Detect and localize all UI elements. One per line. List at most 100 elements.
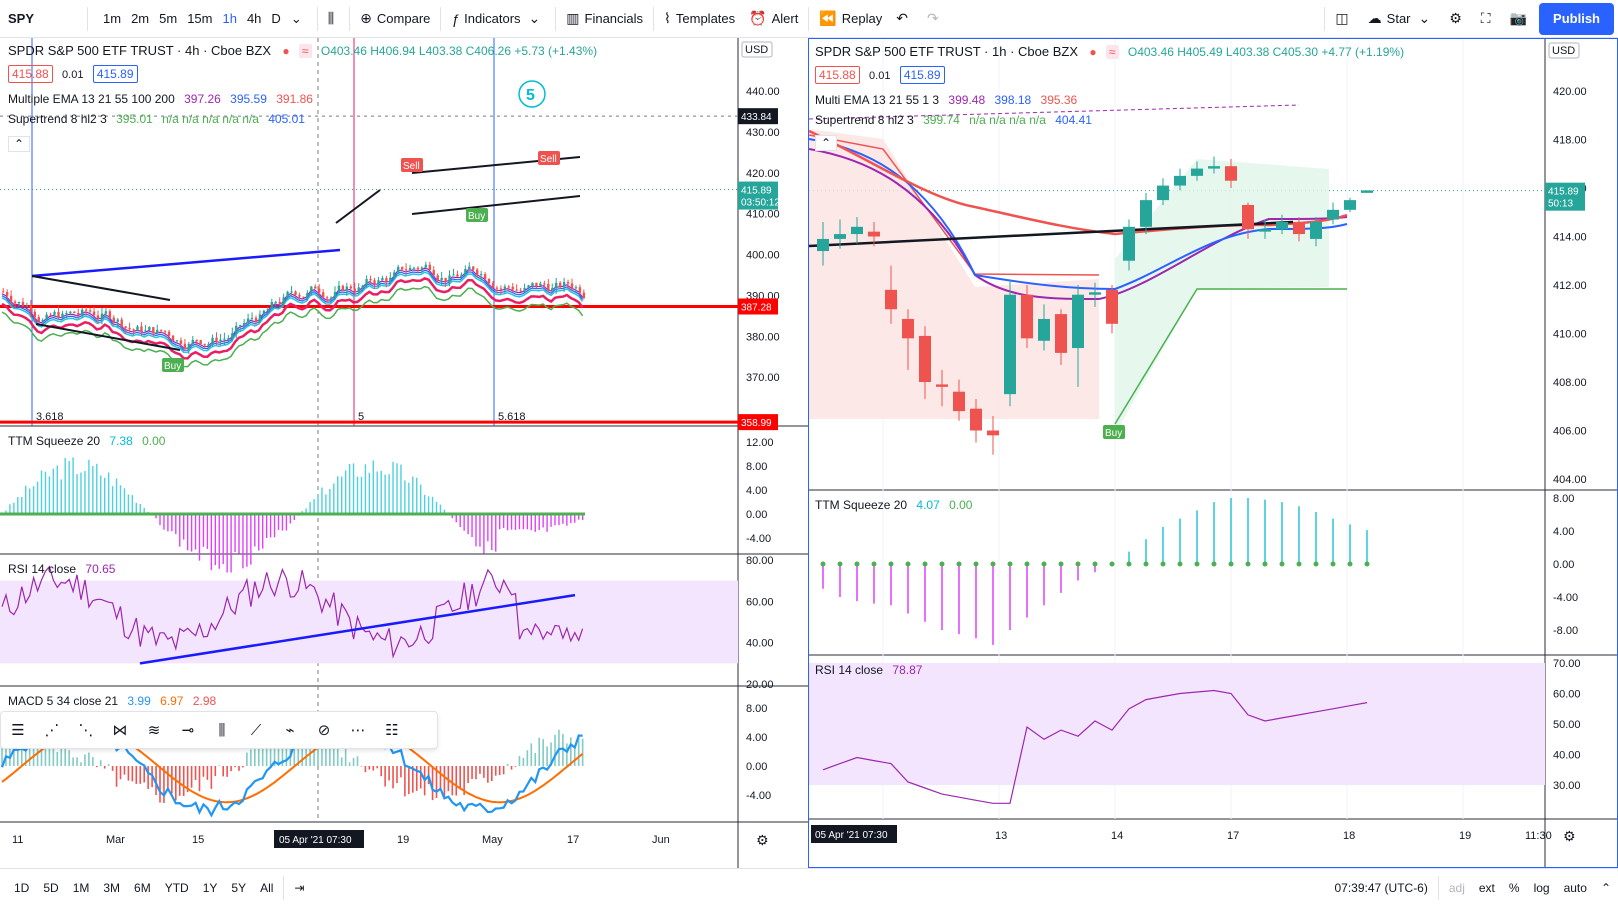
candle-body — [2, 291, 5, 293]
candle-body — [1157, 185, 1169, 201]
clock-readout[interactable]: 07:39:47 (UTC-6) — [1334, 881, 1428, 895]
candle-body — [294, 291, 297, 296]
range-5d[interactable]: 5D — [43, 881, 59, 895]
templates-button[interactable]: ⌇ Templates — [657, 0, 742, 38]
publish-button[interactable]: Publish — [1539, 2, 1614, 35]
abc-pattern-icon[interactable]: ⋱ — [78, 722, 94, 739]
candle-body — [412, 267, 416, 269]
level-price-badge-text: 387.28 — [741, 302, 772, 313]
symbol-search[interactable]: SPY — [0, 0, 84, 38]
auto-toggle[interactable]: auto — [1563, 881, 1587, 895]
fib-label: 3.618 — [36, 411, 64, 423]
percent-toggle[interactable]: % — [1508, 881, 1520, 895]
path-icon[interactable]: ⌁ — [285, 722, 295, 739]
elliott-wave-icon[interactable]: ⋰ — [44, 722, 60, 739]
range-3m[interactable]: 3M — [103, 881, 121, 895]
candle-body — [104, 311, 108, 314]
candle-body — [487, 278, 491, 284]
divider — [1437, 876, 1439, 900]
star-button[interactable]: ☁ Star ⌄ — [1361, 0, 1443, 38]
range-5y[interactable]: 5Y — [231, 881, 247, 895]
settings-lines-icon[interactable]: ☷ — [385, 722, 399, 739]
indicators-button[interactable]: ƒ Indicators ⌄ — [444, 0, 552, 38]
range-1y[interactable]: 1Y — [202, 881, 218, 895]
drag-handle-icon[interactable]: ☰ — [11, 722, 25, 739]
interval-4h[interactable]: 4h — [246, 11, 262, 26]
candle-body — [1276, 221, 1288, 230]
left-ttm-v1: 7.38 — [109, 434, 133, 448]
replay-button[interactable]: ⏪ Replay — [812, 0, 889, 38]
macd-tick-label: -4.00 — [746, 790, 771, 802]
brush-icon[interactable]: ⊘ — [317, 722, 331, 739]
fib-retracement-icon[interactable]: ⋯ — [350, 722, 366, 739]
trend-line-icon[interactable]: ⟋ — [250, 721, 262, 739]
xabcd-pattern-icon[interactable]: ⋈ — [112, 722, 128, 739]
last-price-badge — [1545, 182, 1585, 211]
parallel-channel-icon[interactable]: ≋ — [147, 722, 161, 739]
range-6m[interactable]: 6M — [134, 881, 151, 895]
adj-toggle[interactable]: adj — [1448, 881, 1465, 895]
redo-button[interactable]: ↷ — [920, 0, 951, 38]
left-chart-pane[interactable]: 440.00 430.00 420.00 410.00 400.00 390.00 380.… — [0, 38, 808, 868]
interval-1m[interactable]: 1m — [103, 11, 122, 26]
left-collapse-legend[interactable]: ⌃ — [8, 136, 30, 152]
expand-icon[interactable]: ⌃ — [1600, 881, 1611, 895]
candle-body — [1004, 294, 1016, 395]
candle-body — [491, 283, 495, 288]
projection-line — [809, 104, 1300, 120]
right-ask-box[interactable]: 415.89 — [899, 66, 945, 84]
candle-body — [136, 326, 139, 331]
range-1d[interactable]: 1D — [14, 881, 30, 895]
interval-15m[interactable]: 15m — [187, 11, 213, 26]
interval-1h[interactable]: 1h — [222, 11, 237, 26]
left-ask-box[interactable]: 415.89 — [92, 65, 138, 83]
candle-body — [57, 311, 60, 318]
right-chart-canvas[interactable]: 420.00418.00416.00414.00412.00410.00408.… — [809, 39, 1617, 867]
candle-body — [479, 274, 483, 276]
ext-toggle[interactable]: ext — [1478, 881, 1495, 895]
compare-button[interactable]: ⊕ Compare — [353, 0, 437, 38]
fullscreen-button[interactable]: ⛶ — [1474, 0, 1503, 38]
right-bid-box[interactable]: 415.88 — [815, 66, 860, 84]
settings-button[interactable]: ⚙ — [1442, 0, 1474, 38]
snapshot-button[interactable]: 📷 — [1503, 0, 1539, 38]
rsi-line — [1, 565, 584, 659]
candle-body — [987, 430, 999, 436]
range-1m[interactable]: 1M — [72, 881, 90, 895]
ttm-tick-label: 12.00 — [746, 437, 774, 449]
candle-body — [562, 282, 566, 287]
fib-icon[interactable]: ⫼ — [218, 721, 226, 739]
candle-body — [365, 279, 368, 286]
sell-marker — [401, 158, 423, 172]
layout-button[interactable]: ◫ — [1328, 0, 1360, 38]
range-all[interactable]: All — [260, 881, 274, 895]
goto-date-icon[interactable]: ⇥ — [294, 881, 305, 895]
candle-body — [558, 282, 562, 287]
right-ttm-legend: TTM Squeeze 20 4.07 0.00 — [815, 498, 972, 512]
wave-circle — [518, 80, 546, 108]
interval-dropdown-icon[interactable]: ⌄ — [290, 10, 302, 26]
left-bid-box[interactable]: 415.88 — [8, 65, 53, 83]
interval-5m[interactable]: 5m — [159, 11, 178, 26]
candle-body — [472, 266, 475, 270]
interval-2m[interactable]: 2m — [131, 11, 150, 26]
right-chart-pane[interactable]: 420.00418.00416.00414.00412.00410.00408.… — [808, 38, 1618, 868]
chart-type-button[interactable]: ⫼ — [321, 0, 346, 38]
range-ytd[interactable]: YTD — [164, 881, 189, 895]
last-price-badge-text: 415.89 — [1548, 187, 1579, 198]
price-tick-label: 430.00 — [746, 127, 780, 139]
candle-body — [432, 270, 435, 276]
alert-button[interactable]: ⏰ Alert — [742, 0, 805, 38]
right-collapse-legend[interactable]: ⌃ — [815, 135, 837, 151]
candle-body — [211, 337, 214, 345]
candle-body — [41, 319, 44, 322]
interval-d[interactable]: D — [271, 11, 281, 26]
undo-button[interactable]: ↶ — [889, 0, 920, 38]
log-toggle[interactable]: log — [1533, 881, 1550, 895]
candle-body — [456, 274, 459, 277]
left-macd-v1: 3.99 — [127, 694, 151, 708]
horizontal-ray-icon[interactable]: ⊸ — [181, 722, 195, 739]
bar-chart-icon: ▥ — [566, 10, 580, 26]
left-chart-canvas[interactable]: 440.00430.00420.00410.00400.00390.00380.… — [0, 38, 808, 868]
financials-button[interactable]: ▥ Financials — [559, 0, 650, 38]
